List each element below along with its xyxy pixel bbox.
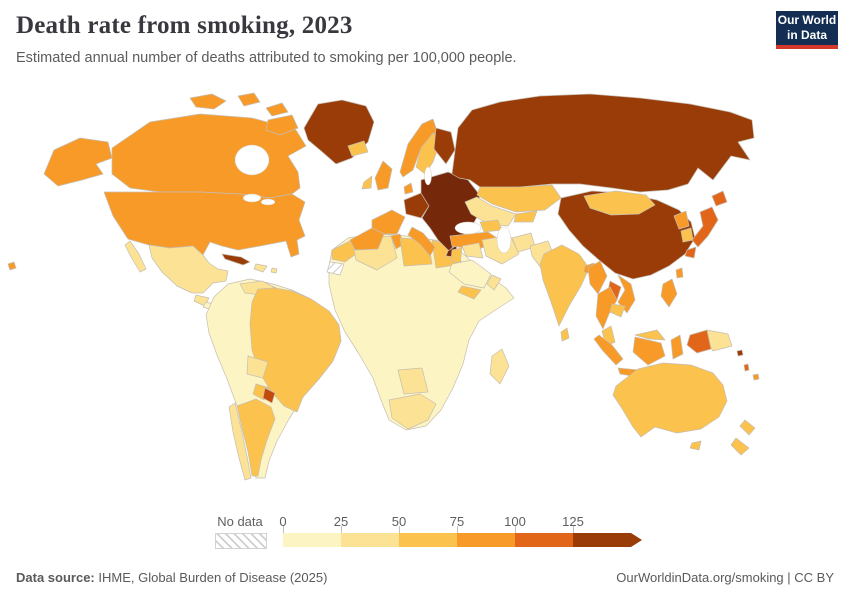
caspian-sea	[496, 226, 512, 254]
legend-no-data-label: No data	[217, 514, 263, 529]
country-madagascar[interactable]	[489, 348, 510, 385]
indonesia-sulawesi[interactable]	[670, 334, 684, 360]
japan-kyushu[interactable]	[684, 246, 697, 259]
data-source-text[interactable]: IHME, Global Burden of Disease (2025)	[94, 570, 328, 585]
legend-bin-50-75[interactable]	[399, 533, 457, 547]
credit-link[interactable]: OurWorldinData.org/smoking | CC BY	[616, 570, 834, 585]
legend-tick-label: 75	[449, 514, 465, 529]
country-russia[interactable]	[451, 93, 755, 194]
country-bolivia[interactable]	[246, 355, 269, 379]
country-finland[interactable]	[433, 127, 456, 165]
owid-logo[interactable]: Our World in Data	[776, 11, 838, 49]
papua-indonesia[interactable]	[686, 329, 712, 354]
owid-logo-line2: in Data	[786, 28, 827, 42]
region-zambia-zimbabwe[interactable]	[397, 367, 429, 395]
legend-bin-25-50[interactable]	[341, 533, 399, 547]
country-cuba[interactable]	[221, 253, 251, 266]
country-uruguay[interactable]	[262, 387, 276, 404]
hudson-bay	[234, 144, 270, 176]
country-mexico[interactable]	[148, 244, 229, 294]
country-papua-new-guinea[interactable]	[706, 329, 733, 352]
country-india[interactable]	[539, 244, 590, 327]
map-legend: No data 0 25 50 75 100 125	[0, 505, 850, 555]
country-north-korea[interactable]	[673, 210, 690, 230]
borneo-indonesia[interactable]	[632, 336, 666, 366]
page-title: Death rate from smoking, 2023	[16, 12, 353, 39]
country-chile[interactable]	[228, 402, 252, 481]
great-lakes	[260, 198, 276, 206]
data-source[interactable]: Data source: IHME, Global Burden of Dise…	[16, 570, 327, 585]
borneo-malaysia[interactable]	[634, 329, 666, 341]
legend-tick-label: 0	[279, 514, 287, 529]
legend-bin-75-100[interactable]	[457, 533, 515, 547]
canada-arctic-island[interactable]	[189, 93, 227, 110]
island-hispaniola[interactable]	[253, 263, 268, 273]
country-iceland[interactable]	[347, 140, 369, 157]
country-sri-lanka[interactable]	[560, 327, 570, 342]
legend-tick-label: 100	[504, 514, 526, 529]
country-canada[interactable]	[111, 113, 307, 199]
legend-tick-label: 50	[391, 514, 407, 529]
usa-hawaii[interactable]	[7, 261, 17, 271]
region-iberia[interactable]	[349, 227, 385, 251]
country-mongolia[interactable]	[583, 190, 656, 216]
legend-bin-125-plus[interactable]	[573, 533, 631, 547]
canada-arctic-island[interactable]	[237, 92, 261, 107]
region-western-sahara[interactable]	[326, 261, 345, 276]
country-myanmar[interactable]	[587, 260, 608, 295]
canada-baffin-island[interactable]	[265, 114, 299, 136]
legend-no-data-swatch[interactable]	[215, 533, 267, 549]
country-yemen[interactable]	[457, 285, 482, 300]
country-thailand[interactable]	[595, 286, 618, 330]
country-argentina[interactable]	[236, 398, 276, 477]
country-south-korea[interactable]	[680, 227, 694, 243]
country-oman[interactable]	[486, 274, 502, 291]
new-zealand-south[interactable]	[730, 437, 750, 456]
legend-tick-label: 125	[562, 514, 584, 529]
country-denmark[interactable]	[403, 182, 414, 195]
country-vietnam[interactable]	[617, 274, 636, 314]
country-solomon-islands[interactable]	[736, 349, 744, 357]
japan-hokkaido[interactable]	[711, 190, 728, 207]
island-caribbean[interactable]	[270, 267, 278, 274]
indonesia-sumatra[interactable]	[593, 334, 624, 366]
country-uk[interactable]	[374, 160, 393, 191]
great-lakes	[242, 193, 262, 203]
country-alaska[interactable]	[43, 137, 113, 187]
region-kyrgyz-tajik[interactable]	[513, 210, 538, 223]
country-cambodia[interactable]	[609, 303, 626, 318]
country-germany[interactable]	[403, 192, 430, 219]
country-south-africa[interactable]	[388, 393, 437, 430]
region-caucasus[interactable]	[479, 219, 503, 233]
legend-bin-100-125[interactable]	[515, 533, 573, 547]
new-zealand-north[interactable]	[739, 419, 756, 436]
country-taiwan[interactable]	[675, 267, 684, 279]
legend-tick-label: 25	[333, 514, 349, 529]
country-fiji[interactable]	[752, 373, 760, 381]
canada-arctic-island[interactable]	[265, 102, 289, 117]
country-greenland[interactable]	[303, 99, 375, 165]
country-philippines[interactable]	[660, 278, 678, 308]
owid-logo-line1: Our World	[777, 13, 837, 27]
country-ireland[interactable]	[361, 175, 373, 190]
black-sea	[454, 221, 482, 235]
mexico-baja[interactable]	[124, 240, 147, 273]
page-subtitle: Estimated annual number of deaths attrib…	[16, 50, 517, 66]
country-italy[interactable]	[407, 226, 436, 257]
world-map	[7, 92, 760, 481]
japan-honshu[interactable]	[691, 206, 719, 248]
country-iraq[interactable]	[461, 242, 484, 259]
legend-bin-0-25[interactable]	[283, 533, 341, 547]
country-vanuatu[interactable]	[743, 363, 750, 372]
australia-tasmania[interactable]	[689, 440, 702, 451]
baltic-sea	[424, 166, 432, 186]
country-australia[interactable]	[612, 362, 728, 438]
data-source-label: Data source:	[16, 570, 95, 585]
country-brazil[interactable]	[249, 287, 342, 413]
legend-arrowhead	[631, 533, 642, 547]
country-kazakhstan[interactable]	[476, 184, 562, 213]
country-saudi-arabia[interactable]	[448, 259, 492, 289]
